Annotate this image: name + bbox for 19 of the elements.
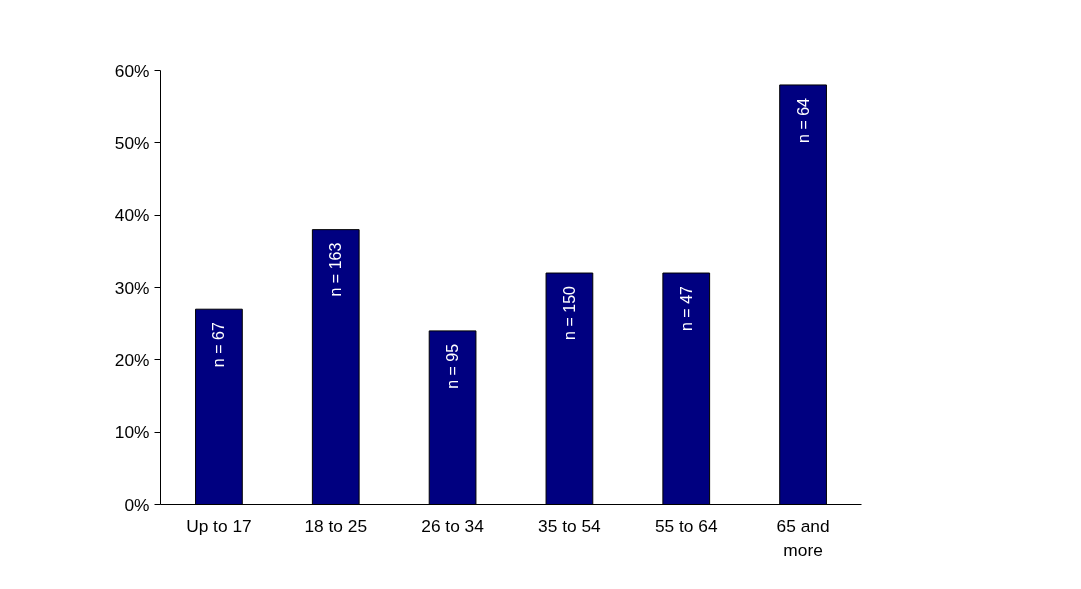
x-tick-label: 18 to 25 bbox=[304, 515, 368, 536]
annotation: n = 67 bbox=[210, 322, 228, 368]
annotation: n = 163 bbox=[327, 242, 345, 297]
x-tick-label: 65 and more bbox=[776, 515, 830, 560]
y-tick-label: 60% bbox=[114, 60, 150, 81]
y-tick-label: 0% bbox=[124, 494, 150, 515]
y-tick-label: 40% bbox=[114, 205, 150, 226]
annotation: n = 95 bbox=[444, 343, 462, 389]
y-tick-label: 30% bbox=[114, 277, 150, 298]
annotation: n = 150 bbox=[560, 285, 578, 340]
x-tick-label: 55 to 64 bbox=[654, 515, 718, 536]
y-tick-label: 20% bbox=[114, 349, 150, 370]
x-tick-label: 35 to 54 bbox=[538, 515, 602, 536]
y-tick-label: 10% bbox=[114, 422, 150, 443]
y-tick-label: 50% bbox=[114, 132, 150, 153]
annotation: n = 47 bbox=[677, 285, 695, 331]
x-tick-label: 26 to 34 bbox=[421, 515, 485, 536]
x-tick-label: Up to 17 bbox=[186, 515, 252, 536]
annotation: n = 64 bbox=[794, 97, 812, 143]
